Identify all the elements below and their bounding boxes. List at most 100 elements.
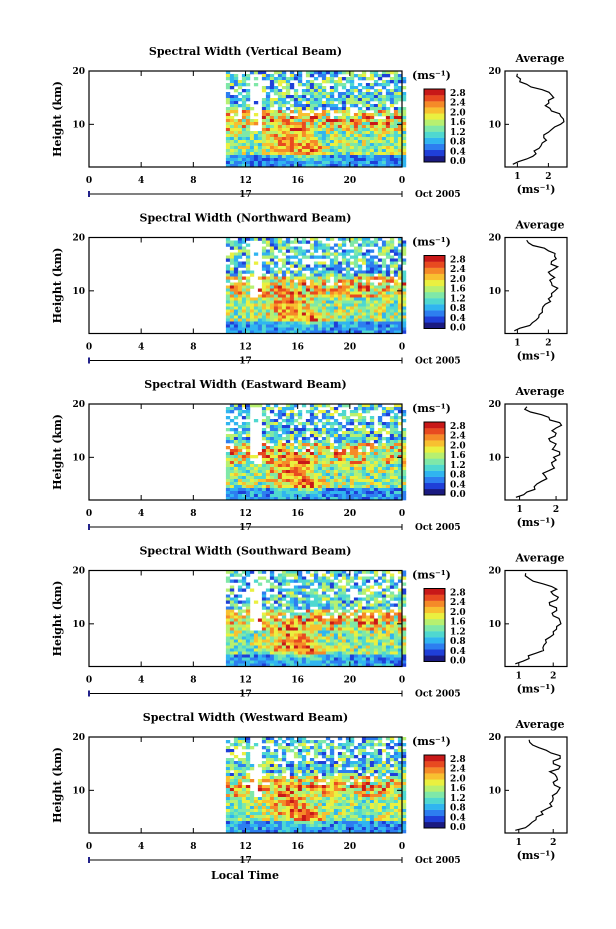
y-tick-label: 10 (72, 120, 85, 130)
x-tick-label: 8 (190, 176, 196, 186)
colorbar-swatch (424, 316, 445, 323)
colorbar-tick: 1.6 (450, 618, 466, 628)
colorbar-swatch (424, 292, 445, 299)
colorbar-swatch (424, 304, 445, 311)
colorbar-swatch (424, 809, 445, 817)
colorbar-tick: 2.0 (450, 774, 466, 784)
colorbar-tick: 0.8 (450, 471, 466, 481)
colorbar-tick: 0.8 (450, 138, 466, 148)
colorbar-tick: 2.8 (450, 588, 466, 598)
avg-y-tick-label: 20 (488, 400, 501, 410)
avg-profile-line (515, 406, 563, 498)
avg-x-tick-label: 2 (545, 339, 551, 349)
heatmap-cells (225, 570, 407, 667)
colorbar-swatch (424, 761, 445, 768)
colorbar-swatch (424, 643, 445, 650)
colorbar-swatch (424, 255, 445, 262)
x-tick-label: 8 (190, 676, 196, 686)
colorbar-tick: 0.8 (450, 804, 466, 814)
x-tick-label: 0 (86, 176, 92, 186)
colorbar-swatch (424, 631, 445, 638)
colorbar-swatch (424, 785, 445, 792)
colorbar-swatch (424, 655, 445, 662)
colorbar-tick: 1.2 (450, 794, 466, 804)
avg-y-tick-label: 20 (488, 567, 501, 577)
x-tick-label: 4 (138, 842, 144, 852)
avg-title: Average (514, 219, 564, 232)
colorbar-unit: (ms⁻¹) (412, 69, 451, 82)
colorbar-swatch (424, 458, 445, 465)
colorbar-tick: 1.6 (450, 451, 466, 461)
y-tick-label: 10 (72, 620, 85, 630)
colorbar-swatch (424, 434, 445, 441)
colorbar-tick: 0.0 (450, 657, 466, 667)
colorbar-tick: 0.0 (450, 823, 466, 833)
colorbar-swatch (424, 285, 445, 293)
y-axis-label: Height (km) (51, 81, 64, 157)
colorbar-tick: 2.0 (450, 608, 466, 618)
colorbar-swatch (424, 791, 445, 798)
x-tick-label: 0 (399, 176, 405, 186)
avg-profile-line (515, 739, 561, 831)
colorbar-tick: 2.8 (450, 755, 466, 765)
avg-x-label: (ms⁻¹) (517, 683, 556, 696)
day-label: 17 (239, 856, 252, 866)
x-tick-label: 16 (291, 676, 304, 686)
colorbar-swatch (424, 125, 445, 132)
x-tick-label: 12 (239, 343, 252, 353)
colorbar-tick: 0.8 (450, 304, 466, 314)
colorbar-frame (423, 754, 446, 829)
colorbar-swatch (424, 482, 445, 490)
colorbar-tick: 2.0 (450, 275, 466, 285)
colorbar-frame (423, 255, 446, 329)
x-tick-label: 4 (138, 509, 144, 519)
colorbar-tick: 0.0 (450, 490, 466, 500)
avg-profile-line (515, 573, 562, 665)
avg-x-tick-label: 2 (553, 505, 559, 515)
y-axis-label: Height (km) (51, 414, 64, 490)
day-label: 17 (239, 190, 252, 200)
colorbar-swatch (424, 755, 445, 762)
colorbar-swatch (424, 131, 445, 138)
colorbar-swatch (424, 310, 445, 317)
x-tick-label: 12 (239, 509, 252, 519)
x-tick-label: 12 (239, 676, 252, 686)
y-tick-label: 20 (72, 234, 85, 244)
avg-x-label: (ms⁻¹) (517, 516, 556, 529)
colorbar-tick: 1.2 (450, 627, 466, 637)
colorbar-tick: 0.4 (450, 314, 466, 324)
colorbar-swatch (424, 273, 445, 281)
x-tick-label: 16 (291, 343, 304, 353)
avg-y-tick-label: 10 (488, 620, 501, 630)
date-label: Oct 2005 (415, 357, 461, 367)
avg-x-tick-label: 1 (516, 838, 522, 848)
date-label: Oct 2005 (415, 856, 461, 866)
y-axis-label: Height (km) (51, 581, 64, 657)
x-tick-label: 16 (291, 842, 304, 852)
colorbar-frame (423, 588, 446, 662)
avg-profile-line (514, 239, 560, 332)
colorbar-tick: 0.4 (450, 480, 466, 490)
colorbar-tick: 2.4 (450, 265, 466, 275)
avg-frame (504, 569, 568, 668)
colorbar-swatch (424, 446, 445, 453)
avg-x-tick-label: 1 (516, 672, 522, 682)
colorbar-tick: 2.0 (450, 108, 466, 118)
avg-x-tick-label: 1 (514, 339, 520, 349)
avg-profile-line (512, 73, 565, 165)
x-tick-label: 16 (291, 176, 304, 186)
colorbar-unit: (ms⁻¹) (412, 735, 451, 748)
y-tick-label: 10 (72, 453, 85, 463)
colorbar-tick: 1.6 (450, 784, 466, 794)
colorbar-tick: 1.2 (450, 128, 466, 138)
colorbar-swatch (424, 113, 445, 120)
avg-x-tick-label: 2 (550, 838, 556, 848)
date-label: Oct 2005 (415, 190, 461, 200)
colorbar-tick: 0.4 (450, 147, 466, 157)
x-tick-label: 12 (239, 176, 252, 186)
colorbar-swatch (424, 119, 445, 126)
colorbar-tick: 1.2 (450, 461, 466, 471)
y-tick-label: 20 (72, 400, 85, 410)
y-axis-label: Height (km) (51, 248, 64, 324)
